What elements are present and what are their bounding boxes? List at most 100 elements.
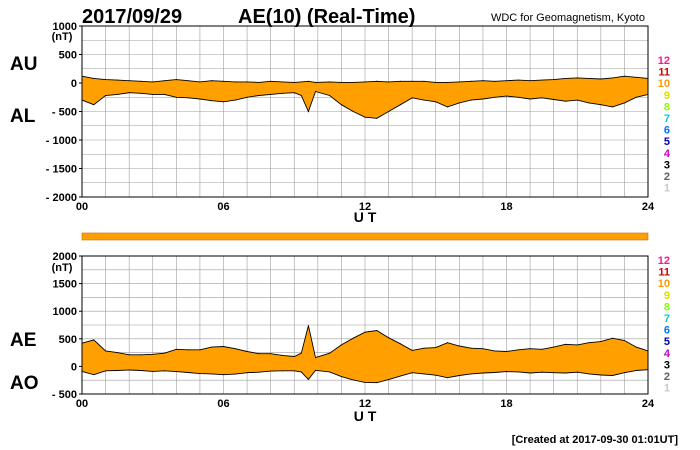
data-point-au — [175, 79, 177, 81]
data-point-au — [116, 79, 118, 81]
data-point-ao — [340, 376, 342, 378]
data-point-au — [635, 76, 637, 78]
created-timestamp: [Created at 2017-09-30 01:01UT] — [512, 434, 679, 446]
x-tick-label: 06 — [217, 201, 229, 213]
data-point-al — [116, 93, 118, 95]
data-point-ao — [506, 371, 507, 373]
data-point-au — [329, 81, 331, 83]
data-point-ae — [635, 346, 637, 348]
data-point-ao — [399, 375, 401, 377]
chart-title: AE(10) (Real-Time) — [238, 6, 415, 28]
data-point-ao — [300, 371, 302, 373]
data-point-al — [541, 97, 543, 99]
data-point-ao — [411, 372, 413, 374]
data-point-al — [223, 101, 224, 103]
data-point-ao — [175, 371, 177, 373]
data-point-au — [376, 80, 378, 82]
y-tick-label: 0 — [71, 361, 77, 373]
data-point-ae — [211, 346, 213, 348]
data-point-au — [307, 80, 309, 82]
data-point-au — [541, 79, 543, 81]
data-point-ae — [314, 357, 316, 359]
x-tick-label: 06 — [217, 398, 229, 410]
data-point-ao — [470, 373, 472, 375]
data-point-ao — [600, 374, 602, 376]
data-point-au — [423, 80, 425, 82]
data-point-au — [300, 81, 302, 83]
data-point-al — [352, 111, 354, 112]
series-line-al — [81, 90, 649, 119]
data-point-ae — [494, 350, 496, 352]
data-point-al — [199, 98, 201, 100]
station-number: 9 — [664, 290, 670, 302]
data-point-al — [234, 99, 236, 101]
data-point-ao — [246, 372, 248, 374]
au-label: AU — [10, 54, 37, 75]
data-point-au — [352, 81, 354, 83]
data-point-ao — [541, 371, 543, 373]
data-point-ae — [376, 330, 378, 332]
x-axis-label-top: U T — [354, 209, 377, 225]
data-point-au — [517, 79, 519, 81]
data-point-ao — [588, 373, 590, 375]
station-number: 2 — [664, 371, 670, 383]
x-tick-label: 00 — [76, 201, 88, 213]
data-point-ae — [246, 350, 248, 352]
data-point-al — [307, 111, 309, 112]
ao-label: AO — [10, 373, 39, 394]
data-point-ao — [140, 370, 142, 372]
series-line-au — [81, 75, 649, 83]
data-point-ae — [105, 350, 107, 352]
data-point-ae — [506, 350, 507, 352]
data-point-al — [175, 96, 177, 98]
station-number: 5 — [664, 336, 670, 348]
data-point-ao — [211, 373, 213, 375]
data-point-au — [564, 77, 566, 79]
source-label: WDC for Geomagnetism, Kyoto — [491, 12, 645, 24]
data-point-al — [494, 96, 496, 98]
data-point-ae — [307, 325, 309, 327]
data-point-au — [388, 81, 390, 83]
data-point-au — [553, 79, 555, 81]
y-tick-label: - 1000 — [46, 135, 77, 147]
data-point-al — [340, 104, 342, 106]
data-point-au — [529, 80, 531, 82]
station-number: 10 — [658, 278, 670, 290]
data-point-ae — [399, 343, 401, 345]
data-point-ae — [423, 347, 425, 349]
data-point-au — [612, 77, 614, 79]
data-point-au — [281, 81, 283, 83]
data-point-al — [246, 96, 248, 98]
data-point-ae — [340, 344, 342, 346]
plot-frame — [81, 255, 649, 395]
data-point-ae — [435, 347, 437, 349]
data-point-ao — [635, 370, 637, 372]
data-point-ao — [352, 379, 354, 381]
data-point-ae — [116, 352, 118, 354]
data-point-al — [281, 92, 283, 94]
x-axis-label-bottom: U T — [354, 408, 377, 424]
data-point-ae — [199, 349, 201, 351]
data-point-ae — [164, 352, 166, 354]
x-tick-label: 18 — [500, 398, 512, 410]
data-point-ae — [140, 354, 142, 356]
station-number: 7 — [664, 313, 670, 325]
data-point-au — [246, 81, 248, 83]
data-point-ao — [329, 371, 331, 373]
data-point-ao — [234, 373, 236, 375]
data-point-al — [300, 95, 302, 97]
data-point-ao — [307, 378, 309, 380]
data-point-au — [270, 80, 272, 82]
data-point-al — [128, 92, 130, 94]
data-point-al — [517, 96, 519, 98]
data-point-au — [128, 80, 130, 82]
data-point-al — [411, 97, 413, 99]
data-point-ae — [576, 344, 578, 346]
data-point-ae — [234, 348, 236, 350]
data-point-ao — [458, 375, 460, 377]
data-point-ae — [223, 346, 224, 348]
